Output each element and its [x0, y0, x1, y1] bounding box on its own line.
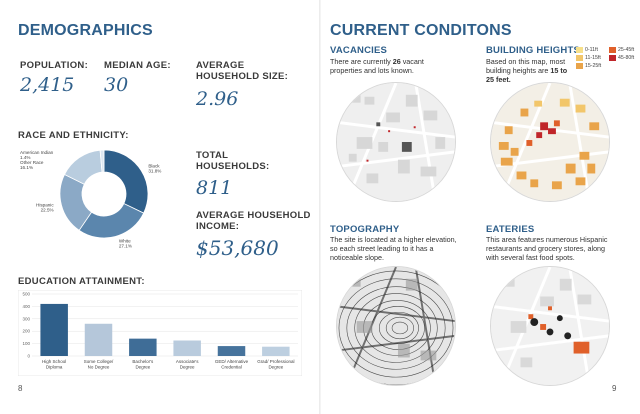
legend-swatch: [609, 55, 616, 61]
legend-item-25-45: 25-45ft: [609, 46, 639, 54]
bar-4: [217, 346, 246, 356]
eateries-line1: This area features numerous Hispanic: [486, 235, 608, 244]
building-heights-line1: Based on this map, most: [486, 57, 566, 66]
bar-5: [262, 346, 290, 356]
page-number-left: 8: [18, 384, 23, 393]
median-age-value: 30: [104, 74, 129, 96]
race-heading: RACE AND ETHNICITY:: [18, 130, 129, 141]
race-donut-chart: Black 31.8% White 27.1% Hispanic 22.5% Other R…: [20, 149, 161, 248]
topography-line3: noticeable slope.: [330, 253, 384, 262]
population-label: POPULATION:: [20, 60, 89, 71]
x-tick-label: Associate's Degree: [176, 359, 199, 370]
topography-title: TOPOGRAPHY: [330, 224, 400, 235]
total-households-label-1: TOTAL: [196, 150, 229, 161]
legend-label: 11-15ft: [585, 55, 601, 61]
legend-item-11-15: 11-15ft: [576, 54, 609, 62]
donut-slice-black: [103, 149, 149, 214]
avg-household-size-value: 2.96: [196, 88, 239, 110]
eateries-line3: with several fast food spots.: [486, 253, 575, 262]
building-heights-line2: building heights are: [486, 66, 551, 75]
topography-description: The site is located at a higher elevatio…: [330, 235, 480, 262]
x-tick-label: Grad/ Professional Degree: [257, 359, 294, 370]
legend-item-45-80: 45-80ft: [609, 54, 639, 62]
vacancies-text-b: vacant: [400, 57, 424, 66]
eateries-line2: restaurants and grocery stores, along: [486, 244, 606, 253]
vacancies-text-a: There are currently: [330, 57, 393, 66]
building-heights-map: [490, 82, 610, 202]
donut-slice-white: [78, 203, 145, 239]
eateries-title: EATERIES: [486, 224, 535, 235]
topography-line1: The site is located at a higher elevatio…: [330, 235, 457, 244]
left-page: DEMOGRAPHICS POPULATION: 2,415 MEDIAN AG…: [18, 22, 311, 393]
legend-item-15-25: 15-25ft: [576, 62, 609, 70]
donut-label-other-race: Other Race 16.1%: [20, 160, 44, 170]
building-heights-description: Based on this map, most building heights…: [486, 57, 586, 84]
current-conditions-title: CURRENT CONDITONS: [330, 22, 512, 39]
donut-slice-american-indian: [99, 149, 105, 173]
avg-income-label-1: AVERAGE HOUSEHOLD: [196, 210, 311, 221]
population-value: 2,415: [20, 74, 75, 96]
avg-income-label-2: INCOME:: [196, 221, 240, 232]
total-households-label-2: HOUSEHOLDS:: [196, 161, 270, 172]
bar-2: [129, 338, 157, 356]
y-tick-label: 400: [22, 304, 30, 309]
legend-item-0-11: 0-11ft: [576, 46, 609, 54]
y-tick-label: 300: [22, 316, 30, 321]
legend-swatch: [576, 63, 583, 69]
vacancies-text-line2: properties and lots known.: [330, 66, 414, 75]
avg-income-value: $53,680: [196, 236, 279, 260]
right-page: CURRENT CONDITONS VACANCIES There are cu…: [320, 0, 640, 414]
y-tick-label: 0: [27, 354, 30, 359]
topography-line2: so each street leading to it has a: [330, 244, 434, 253]
vacancies-count: 26: [392, 57, 401, 66]
legend-label: 25-45ft: [618, 47, 635, 53]
page-number-right: 9: [612, 384, 617, 393]
building-heights-range-a: 15 to: [550, 66, 568, 75]
y-tick-label: 100: [22, 341, 30, 346]
avg-household-size-label-2: HOUSEHOLD SIZE:: [196, 71, 289, 82]
legend-label: 15-25ft: [585, 63, 602, 69]
vacancies-description: There are currently 26 vacant properties…: [330, 57, 480, 75]
x-tick-label: Bachelor's Degree: [132, 359, 154, 370]
median-age-label: MEDIAN AGE:: [104, 60, 171, 71]
donut-label-black: Black 31.8%: [148, 163, 161, 173]
demographics-title: DEMOGRAPHICS: [18, 22, 153, 39]
donut-label-white: White 27.1%: [119, 238, 132, 248]
education-bar-chart: 0 100 200 300 400 500 High School Diploma Some C…: [18, 290, 302, 376]
x-tick-label: GED/ Alternative Credential: [215, 359, 249, 370]
donut-label-american-indian: American Indian 1.4%: [20, 150, 54, 160]
bar-0: [40, 303, 68, 356]
eateries-map: [490, 266, 610, 386]
page-gutter: [319, 0, 321, 414]
eateries-description: This area features numerous Hispanic res…: [486, 235, 636, 262]
y-tick-label: 200: [22, 329, 30, 334]
bar-1: [84, 323, 113, 356]
building-heights-range-b: 25 feet.: [486, 75, 511, 84]
building-heights-title: BUILDING HEIGHTS: [486, 45, 580, 56]
vacancies-map: [336, 82, 456, 202]
legend-swatch: [609, 47, 616, 53]
total-households-value: 811: [196, 177, 233, 199]
x-tick-label: High School Diploma: [42, 359, 66, 370]
legend-label: 0-11ft: [585, 47, 598, 53]
y-tick-label: 500: [22, 292, 30, 297]
vacancies-title: VACANCIES: [330, 45, 388, 56]
legend-swatch: [576, 55, 583, 61]
x-tick-label: Some College/No Degree: [84, 359, 114, 370]
bar-3: [173, 340, 201, 356]
legend-label: 45-80ft: [618, 55, 635, 61]
avg-household-size-label-1: AVERAGE: [196, 60, 245, 71]
legend-swatch: [576, 47, 583, 53]
education-heading: EDUCATION ATTAINMENT:: [18, 276, 145, 287]
donut-label-hispanic: Hispanic 22.5%: [36, 203, 54, 213]
building-heights-legend: 0-11ft 25-45ft 11-15ft 45-80ft 15-25ft: [576, 46, 639, 70]
topography-map: [336, 266, 456, 386]
